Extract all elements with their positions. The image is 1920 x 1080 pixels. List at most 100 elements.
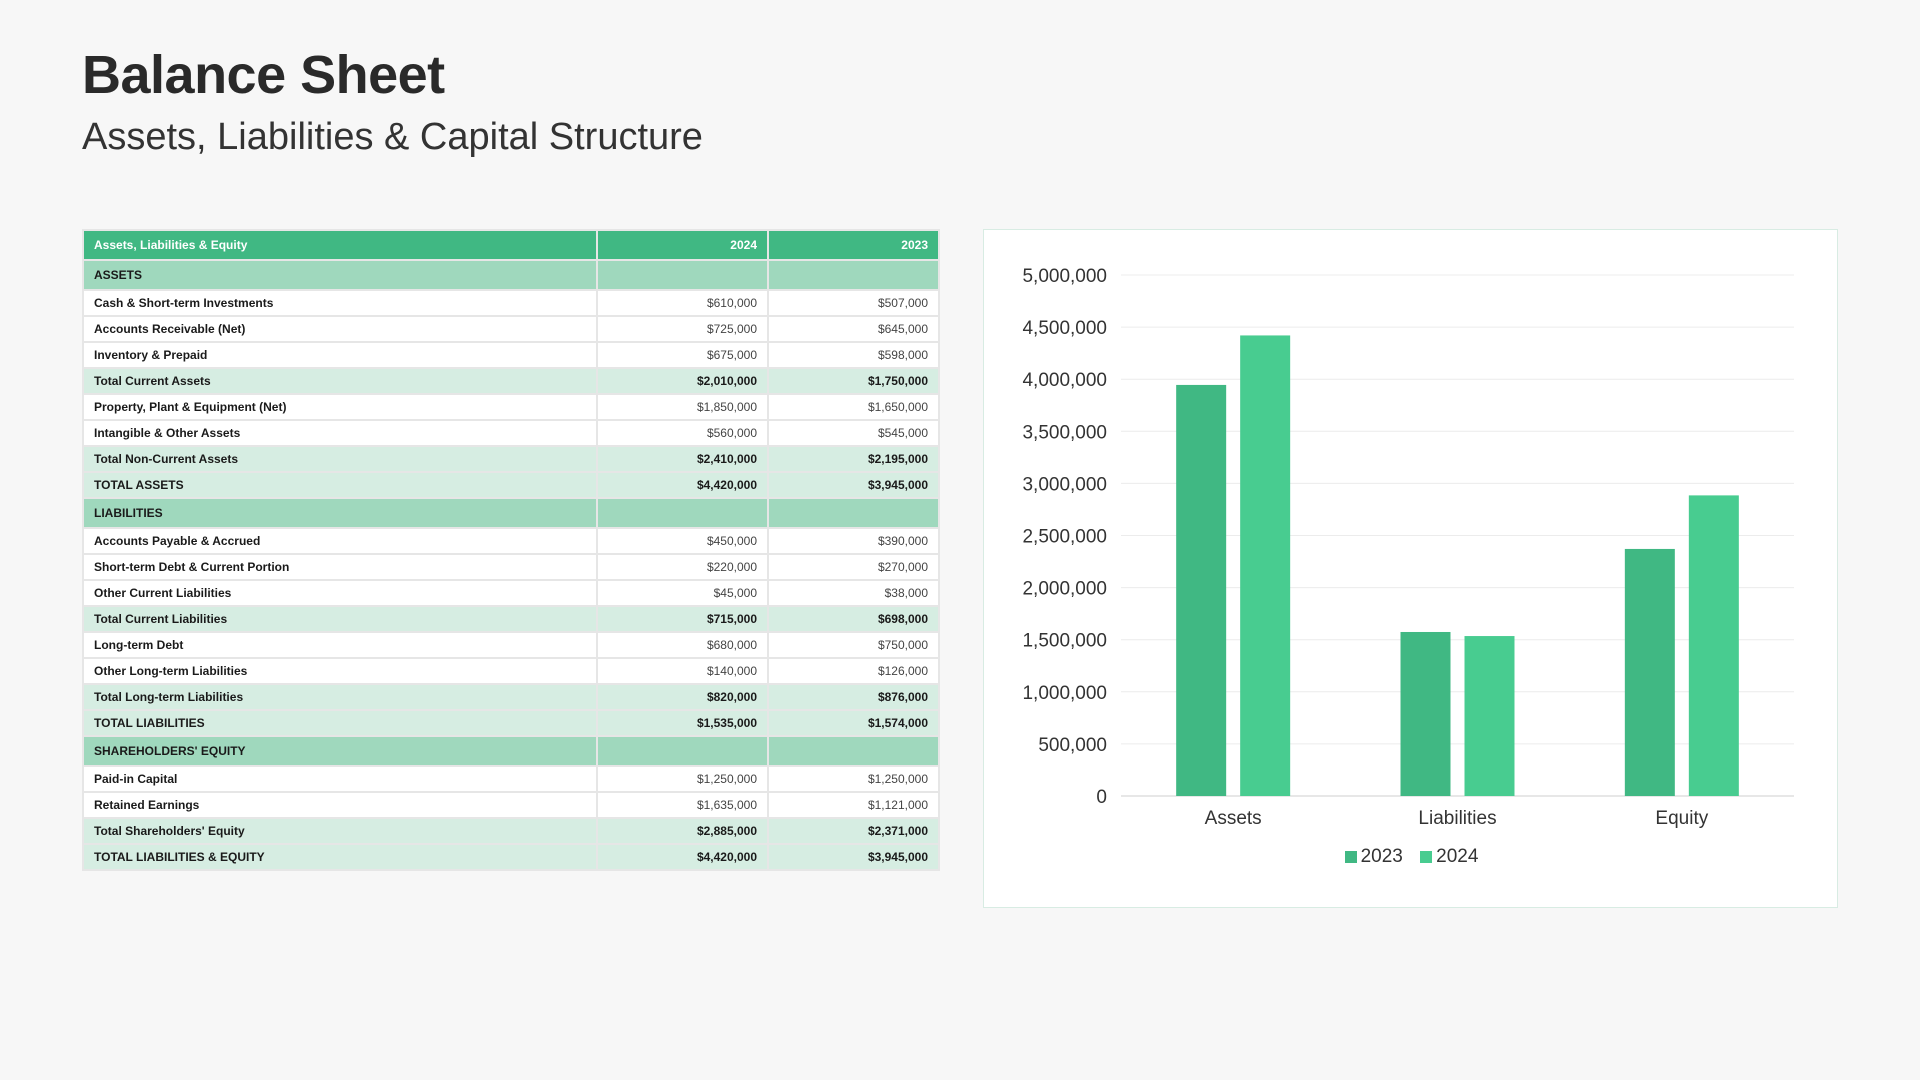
row-label: Short-term Debt & Current Portion — [82, 553, 598, 581]
cell-2024: $1,250,000 — [596, 765, 769, 793]
row-label: LIABILITIES — [82, 497, 598, 529]
table-row: Property, Plant & Equipment (Net) $1,850,… — [82, 393, 940, 421]
row-label: Inventory & Prepaid — [82, 341, 598, 369]
x-tick-label: Liabilities — [1418, 808, 1496, 829]
total-row: Total Current Liabilities $715,000 $698,00… — [82, 605, 940, 633]
bar-2023-assets — [1176, 384, 1227, 796]
bar-2023-equity — [1624, 548, 1675, 796]
chart-card: 0 500,000 1,000,000 1,500,000 2,000,000 2,500… — [983, 229, 1838, 908]
bar-2024-liabilities — [1464, 636, 1515, 796]
cell-2024 — [596, 497, 769, 529]
row-label: ASSETS — [82, 259, 598, 291]
table-body: ASSETS Cash & Short-term Investments $610,… — [82, 259, 940, 871]
cell-2024: $2,410,000 — [596, 445, 769, 473]
y-tick-label: 3,000,000 — [1022, 474, 1107, 495]
page-subtitle: Assets, Liabilities & Capital Structure — [82, 116, 703, 158]
total-row: Total Shareholders' Equity $2,885,000 $2,3… — [82, 817, 940, 845]
row-label: Accounts Payable & Accrued — [82, 527, 598, 555]
row-label: Cash & Short-term Investments — [82, 289, 598, 317]
y-tick-label: 3,500,000 — [1022, 422, 1107, 443]
row-label: Other Current Liabilities — [82, 579, 598, 607]
row-label: Paid-in Capital — [82, 765, 598, 793]
y-tick-label: 2,500,000 — [1022, 527, 1107, 548]
table-row: Paid-in Capital $1,250,000 $1,250,000 — [82, 765, 940, 793]
cell-2024: $140,000 — [596, 657, 769, 685]
bar-chart: 0 500,000 1,000,000 1,500,000 2,000,000 2,500… — [1022, 266, 1794, 829]
cell-2023: $645,000 — [767, 315, 940, 343]
row-label: Intangible & Other Assets — [82, 419, 598, 447]
cell-2024 — [596, 259, 769, 291]
cell-2024: $45,000 — [596, 579, 769, 607]
table-row: Long-term Debt $680,000 $750,000 — [82, 631, 940, 659]
cell-2024: $1,850,000 — [596, 393, 769, 421]
legend-item-2024: 2024 — [1420, 846, 1478, 868]
table-row: Retained Earnings $1,635,000 $1,121,000 — [82, 791, 940, 819]
cell-2024 — [596, 735, 769, 767]
table-row: Accounts Receivable (Net) $725,000 $645,00… — [82, 315, 940, 343]
row-label: Accounts Receivable (Net) — [82, 315, 598, 343]
cell-2024: $675,000 — [596, 341, 769, 369]
column-header-2024: 2024 — [596, 229, 769, 261]
cell-2023: $270,000 — [767, 553, 940, 581]
total-row: TOTAL LIABILITIES $1,535,000 $1,574,000 — [82, 709, 940, 737]
cell-2024: $610,000 — [596, 289, 769, 317]
cell-2024: $1,535,000 — [596, 709, 769, 737]
cell-2023: $126,000 — [767, 657, 940, 685]
cell-2024: $450,000 — [596, 527, 769, 555]
cell-2023: $1,574,000 — [767, 709, 940, 737]
cell-2023: $698,000 — [767, 605, 940, 633]
row-label: Total Current Liabilities — [82, 605, 598, 633]
column-header-2023: 2023 — [767, 229, 940, 261]
cell-2024: $725,000 — [596, 315, 769, 343]
section-row: LIABILITIES — [82, 497, 940, 529]
cell-2024: $220,000 — [596, 553, 769, 581]
cell-2023: $1,121,000 — [767, 791, 940, 819]
row-label: Total Non-Current Assets — [82, 445, 598, 473]
row-label: Retained Earnings — [82, 791, 598, 819]
table-row: Other Long-term Liabilities $140,000 $126,… — [82, 657, 940, 685]
cell-2023: $545,000 — [767, 419, 940, 447]
cell-2023: $38,000 — [767, 579, 940, 607]
row-label: TOTAL ASSETS — [82, 471, 598, 499]
y-tick-label: 1,500,000 — [1022, 631, 1107, 652]
y-tick-label: 1,000,000 — [1022, 683, 1107, 704]
y-tick-label: 5,000,000 — [1022, 266, 1107, 287]
cell-2023 — [767, 259, 940, 291]
table-row: Short-term Debt & Current Portion $220,00… — [82, 553, 940, 581]
cell-2023: $750,000 — [767, 631, 940, 659]
legend-label-2024: 2024 — [1436, 846, 1479, 867]
row-label: TOTAL LIABILITIES — [82, 709, 598, 737]
cell-2023: $3,945,000 — [767, 843, 940, 871]
cell-2023: $598,000 — [767, 341, 940, 369]
legend-label-2023: 2023 — [1360, 846, 1403, 867]
table-row: Accounts Payable & Accrued $450,000 $390,0… — [82, 527, 940, 555]
cell-2023: $876,000 — [767, 683, 940, 711]
row-label: Total Shareholders' Equity — [82, 817, 598, 845]
legend-swatch-2023 — [1344, 851, 1357, 863]
cell-2024: $820,000 — [596, 683, 769, 711]
legend-item-2023: 2023 — [1344, 846, 1403, 868]
bar-2023-liabilities — [1400, 631, 1451, 796]
cell-2024: $2,885,000 — [596, 817, 769, 845]
y-tick-label: 500,000 — [1038, 735, 1107, 756]
column-header-label: Assets, Liabilities & Equity — [82, 229, 598, 261]
cell-2023: $2,371,000 — [767, 817, 940, 845]
x-tick-label: Equity — [1655, 808, 1708, 829]
section-row: SHAREHOLDERS' EQUITY — [82, 735, 940, 767]
cell-2023: $1,650,000 — [767, 393, 940, 421]
cell-2023: $3,945,000 — [767, 471, 940, 499]
cell-2023 — [767, 497, 940, 529]
total-row: TOTAL LIABILITIES & EQUITY $4,420,000 $3,9… — [82, 843, 940, 871]
total-row: Total Long-term Liabilities $820,000 $876,… — [82, 683, 940, 711]
cell-2024: $715,000 — [596, 605, 769, 633]
cell-2023: $1,250,000 — [767, 765, 940, 793]
cell-2023: $2,195,000 — [767, 445, 940, 473]
row-label: Total Long-term Liabilities — [82, 683, 598, 711]
table-row: Cash & Short-term Investments $610,000 $50… — [82, 289, 940, 317]
cell-2024: $680,000 — [596, 631, 769, 659]
total-row: TOTAL ASSETS $4,420,000 $3,945,000 — [82, 471, 940, 499]
table-row: Inventory & Prepaid $675,000 $598,000 — [82, 341, 940, 369]
cell-2023: $1,750,000 — [767, 367, 940, 395]
total-row: Total Non-Current Assets $2,410,000 $2,195… — [82, 445, 940, 473]
y-tick-label: 4,500,000 — [1022, 318, 1107, 339]
